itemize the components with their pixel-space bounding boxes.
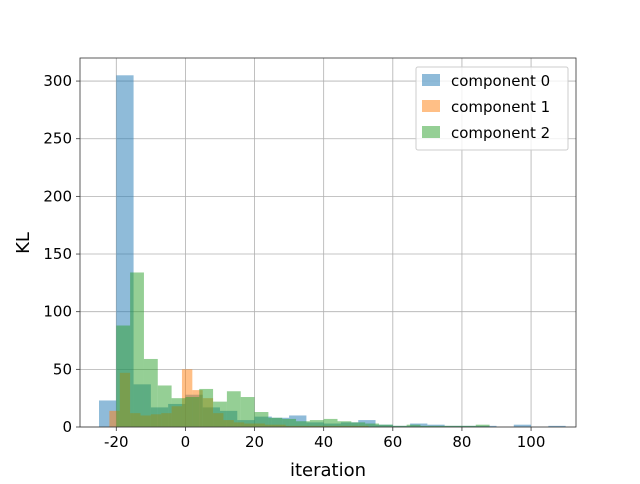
histogram-bar-component-2 (143, 358, 158, 427)
histogram-bar-component-2 (337, 421, 352, 427)
histogram-bar-component-1 (109, 410, 120, 427)
histogram-bar-component-2 (213, 401, 227, 427)
legend-label-component-1: component 1 (451, 98, 550, 116)
x-tick-label: 100 (517, 433, 546, 451)
legend-label-component-0: component 0 (451, 72, 550, 90)
histogram-bar-component-2 (254, 412, 269, 427)
histogram-bar-component-2 (185, 397, 200, 427)
histogram-bar-component-2 (420, 425, 435, 427)
y-axis-ticks: 0 50 100 150 200 250 300 (43, 72, 80, 436)
x-tick-label: 20 (245, 433, 264, 451)
x-tick-label: 0 (181, 433, 191, 451)
histogram-bar-component-2 (475, 424, 490, 427)
legend-items: component 0 component 1 component 2 (422, 72, 550, 142)
histogram-bar-component-2 (240, 397, 255, 427)
x-axis-ticks: -20 0 20 40 60 80 100 (104, 427, 545, 451)
histogram-bar-component-2 (199, 388, 214, 427)
histogram-bar-component-2 (309, 420, 324, 427)
histogram-bar-component-2 (296, 421, 310, 427)
legend-label-component-2: component 2 (451, 124, 550, 142)
histogram-bar-component-2 (406, 424, 421, 427)
legend-frame (415, 66, 569, 151)
y-tick-label: 300 (43, 72, 72, 90)
histogram-bar-component-2 (365, 423, 379, 427)
y-tick-label: 200 (43, 187, 72, 205)
y-tick-label: 50 (53, 360, 72, 378)
histogram-bar-component-0 (513, 424, 532, 427)
plot-frame (79, 57, 577, 428)
legend-swatch-component-2 (422, 126, 440, 138)
histogram-bar-component-2 (351, 422, 366, 427)
histogram-bar-component-2 (226, 391, 241, 427)
histogram-bar-component-0 (548, 425, 566, 427)
histogram-bar-component-2 (116, 325, 131, 427)
histogram-bar-component-2 (434, 425, 449, 427)
histogram-bar-component-2 (323, 418, 338, 427)
histogram-bar-component-2 (378, 424, 393, 427)
x-tick-label: 40 (314, 433, 333, 451)
histogram-bar-component-2 (448, 425, 462, 427)
legend-swatch-component-0 (422, 74, 440, 86)
x-axis-label: iteration (290, 460, 366, 480)
legend: component 0 component 1 component 2 (415, 66, 569, 151)
x-tick-label: -20 (104, 433, 129, 451)
histogram-bar-component-2 (392, 425, 407, 427)
y-tick-label: 0 (62, 418, 72, 436)
histogram-bar-component-2 (157, 385, 172, 427)
histogram-bar-component-2 (282, 418, 297, 427)
histogram-bar-component-2 (130, 272, 144, 427)
legend-swatch-component-1 (422, 100, 440, 112)
histogram-bar-component-2 (268, 417, 283, 427)
y-tick-label: 150 (43, 245, 72, 263)
bars-layer (99, 75, 566, 427)
x-tick-label: 80 (452, 433, 471, 451)
x-tick-label: 60 (383, 433, 402, 451)
y-tick-label: 250 (43, 130, 72, 148)
y-axis-label: KL (13, 232, 34, 254)
histogram-bar-component-2 (461, 425, 476, 427)
y-tick-label: 100 (43, 303, 72, 321)
histogram-bar-component-2 (171, 398, 186, 427)
